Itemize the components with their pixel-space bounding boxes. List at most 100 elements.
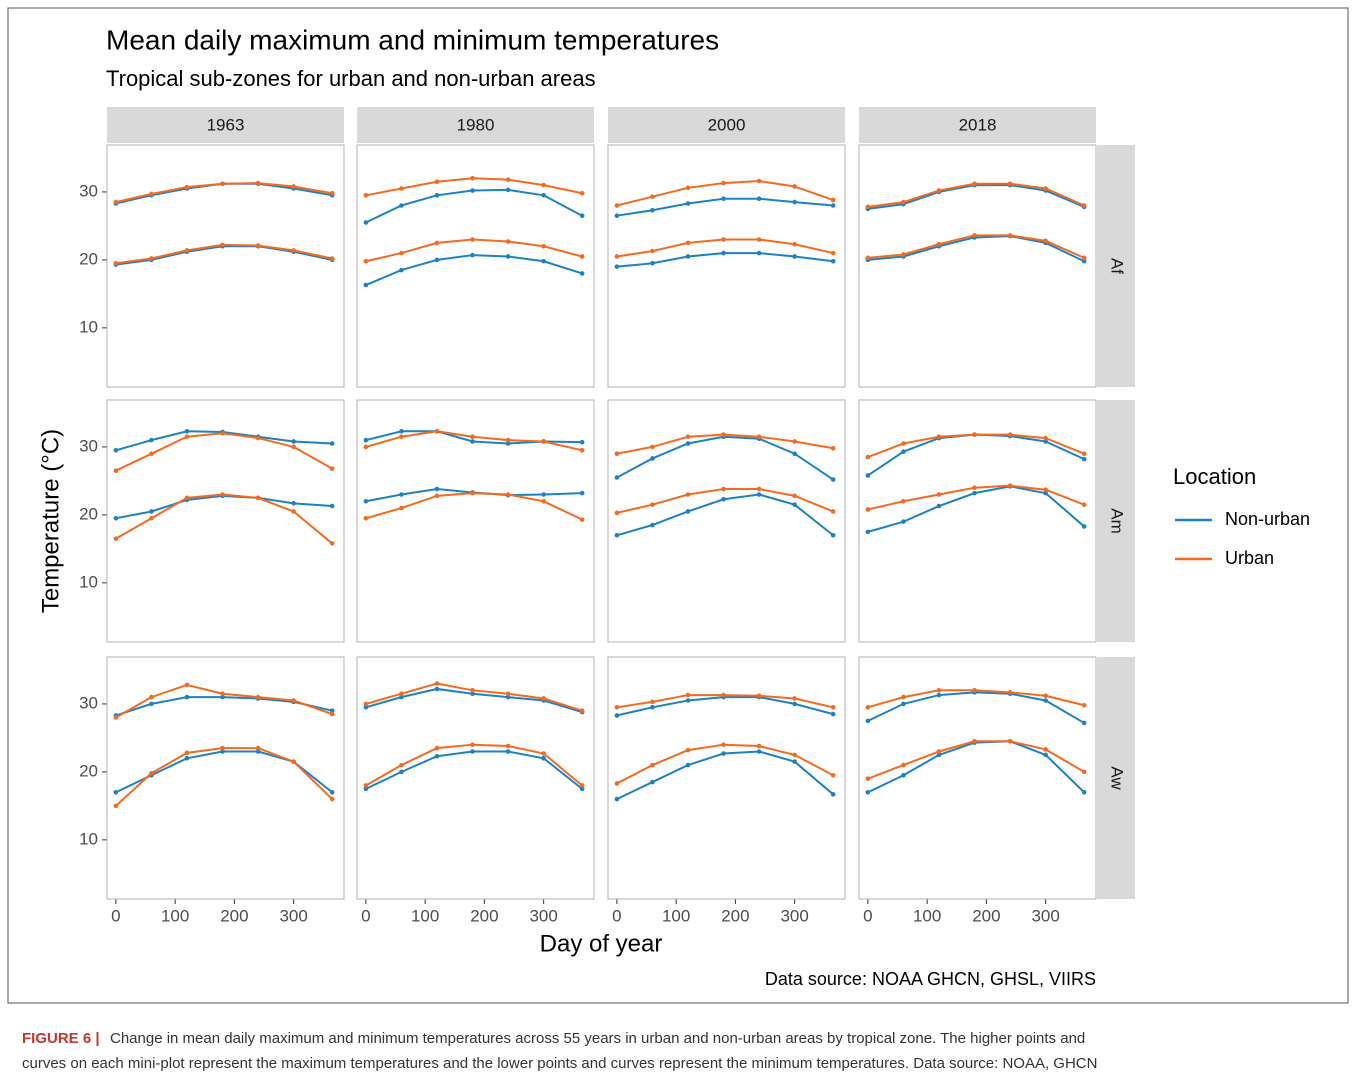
data-point <box>650 522 655 528</box>
data-point <box>721 180 726 186</box>
data-point <box>113 448 119 453</box>
data-point <box>865 718 871 724</box>
data-point <box>685 762 691 768</box>
data-point <box>614 713 620 718</box>
column-strip-label: 1963 <box>207 115 245 134</box>
panel <box>858 144 1097 388</box>
data-point <box>756 237 762 242</box>
data-point <box>650 502 655 507</box>
data-point <box>399 434 404 440</box>
data-point <box>113 536 119 541</box>
data-point <box>220 492 225 497</box>
data-point <box>1081 720 1087 726</box>
data-point <box>363 701 369 707</box>
data-point <box>614 203 620 208</box>
data-point <box>470 176 475 181</box>
data-point <box>184 184 190 190</box>
strip <box>1097 145 1135 387</box>
x-tick-label: 300 <box>1031 906 1059 925</box>
data-point <box>685 240 691 246</box>
data-point <box>434 193 440 198</box>
data-point <box>329 466 335 471</box>
data-point <box>830 711 836 717</box>
data-point <box>830 477 836 482</box>
data-point <box>579 490 585 496</box>
data-point <box>614 510 620 516</box>
data-point <box>505 177 511 182</box>
data-point <box>685 698 691 703</box>
data-point <box>579 254 585 259</box>
data-point <box>1043 747 1048 752</box>
data-point <box>792 199 797 205</box>
column-strip-label: 1980 <box>457 115 495 134</box>
data-point <box>792 752 797 758</box>
data-point <box>255 180 261 186</box>
data-point <box>363 193 369 198</box>
data-point <box>505 749 511 754</box>
data-point <box>685 747 691 753</box>
data-point <box>685 185 691 191</box>
data-point <box>865 789 871 795</box>
data-point <box>972 485 977 490</box>
data-point <box>220 431 225 436</box>
x-tick-label: 0 <box>361 906 370 925</box>
data-point <box>399 250 404 256</box>
data-point <box>363 705 369 710</box>
data-point <box>1081 258 1087 264</box>
data-point <box>541 751 546 756</box>
data-point <box>830 705 836 710</box>
data-point <box>113 515 119 521</box>
data-point <box>972 688 977 693</box>
data-point <box>470 439 475 444</box>
data-point <box>685 441 691 446</box>
data-point <box>113 468 119 473</box>
figure-frame <box>7 7 1349 1004</box>
data-point <box>291 698 296 703</box>
data-point <box>505 441 511 446</box>
legend-label: Non-urban <box>1225 509 1310 529</box>
data-point <box>936 241 942 247</box>
data-point <box>792 759 797 764</box>
data-point <box>1081 702 1087 708</box>
data-point <box>1081 789 1087 795</box>
data-point <box>113 199 119 205</box>
data-point <box>1007 483 1013 488</box>
data-point <box>434 428 440 434</box>
data-point <box>541 258 546 264</box>
x-tick-label: 0 <box>111 906 120 925</box>
y-axis-label: Temperature (°C) <box>37 429 64 613</box>
x-tick-label: 100 <box>913 906 941 925</box>
chart-subtitle: Tropical sub-zones for urban and non-urb… <box>106 66 596 91</box>
data-point <box>721 742 726 747</box>
data-point <box>756 486 762 492</box>
data-point <box>184 755 190 761</box>
data-point <box>792 493 797 499</box>
data-point <box>1081 255 1087 261</box>
data-point <box>650 699 655 705</box>
data-point <box>721 250 726 256</box>
data-point <box>1043 752 1048 758</box>
row-strip-label: Af <box>1108 258 1127 274</box>
data-point <box>650 762 655 768</box>
data-point <box>936 503 942 509</box>
data-point <box>650 705 655 710</box>
data-point <box>329 256 335 261</box>
data-point <box>434 745 440 751</box>
data-point <box>1043 698 1048 703</box>
data-point <box>756 492 762 497</box>
data-point <box>363 282 369 288</box>
data-point <box>579 448 585 453</box>
data-point <box>505 187 511 193</box>
strip <box>107 107 344 143</box>
data-point <box>434 179 440 185</box>
data-point <box>865 255 871 261</box>
strip <box>859 107 1096 143</box>
data-point <box>756 434 762 440</box>
data-point <box>972 181 977 187</box>
data-point <box>255 745 261 751</box>
data-point <box>901 449 906 454</box>
data-point <box>901 199 906 205</box>
data-point <box>792 254 797 259</box>
data-point <box>579 517 585 522</box>
